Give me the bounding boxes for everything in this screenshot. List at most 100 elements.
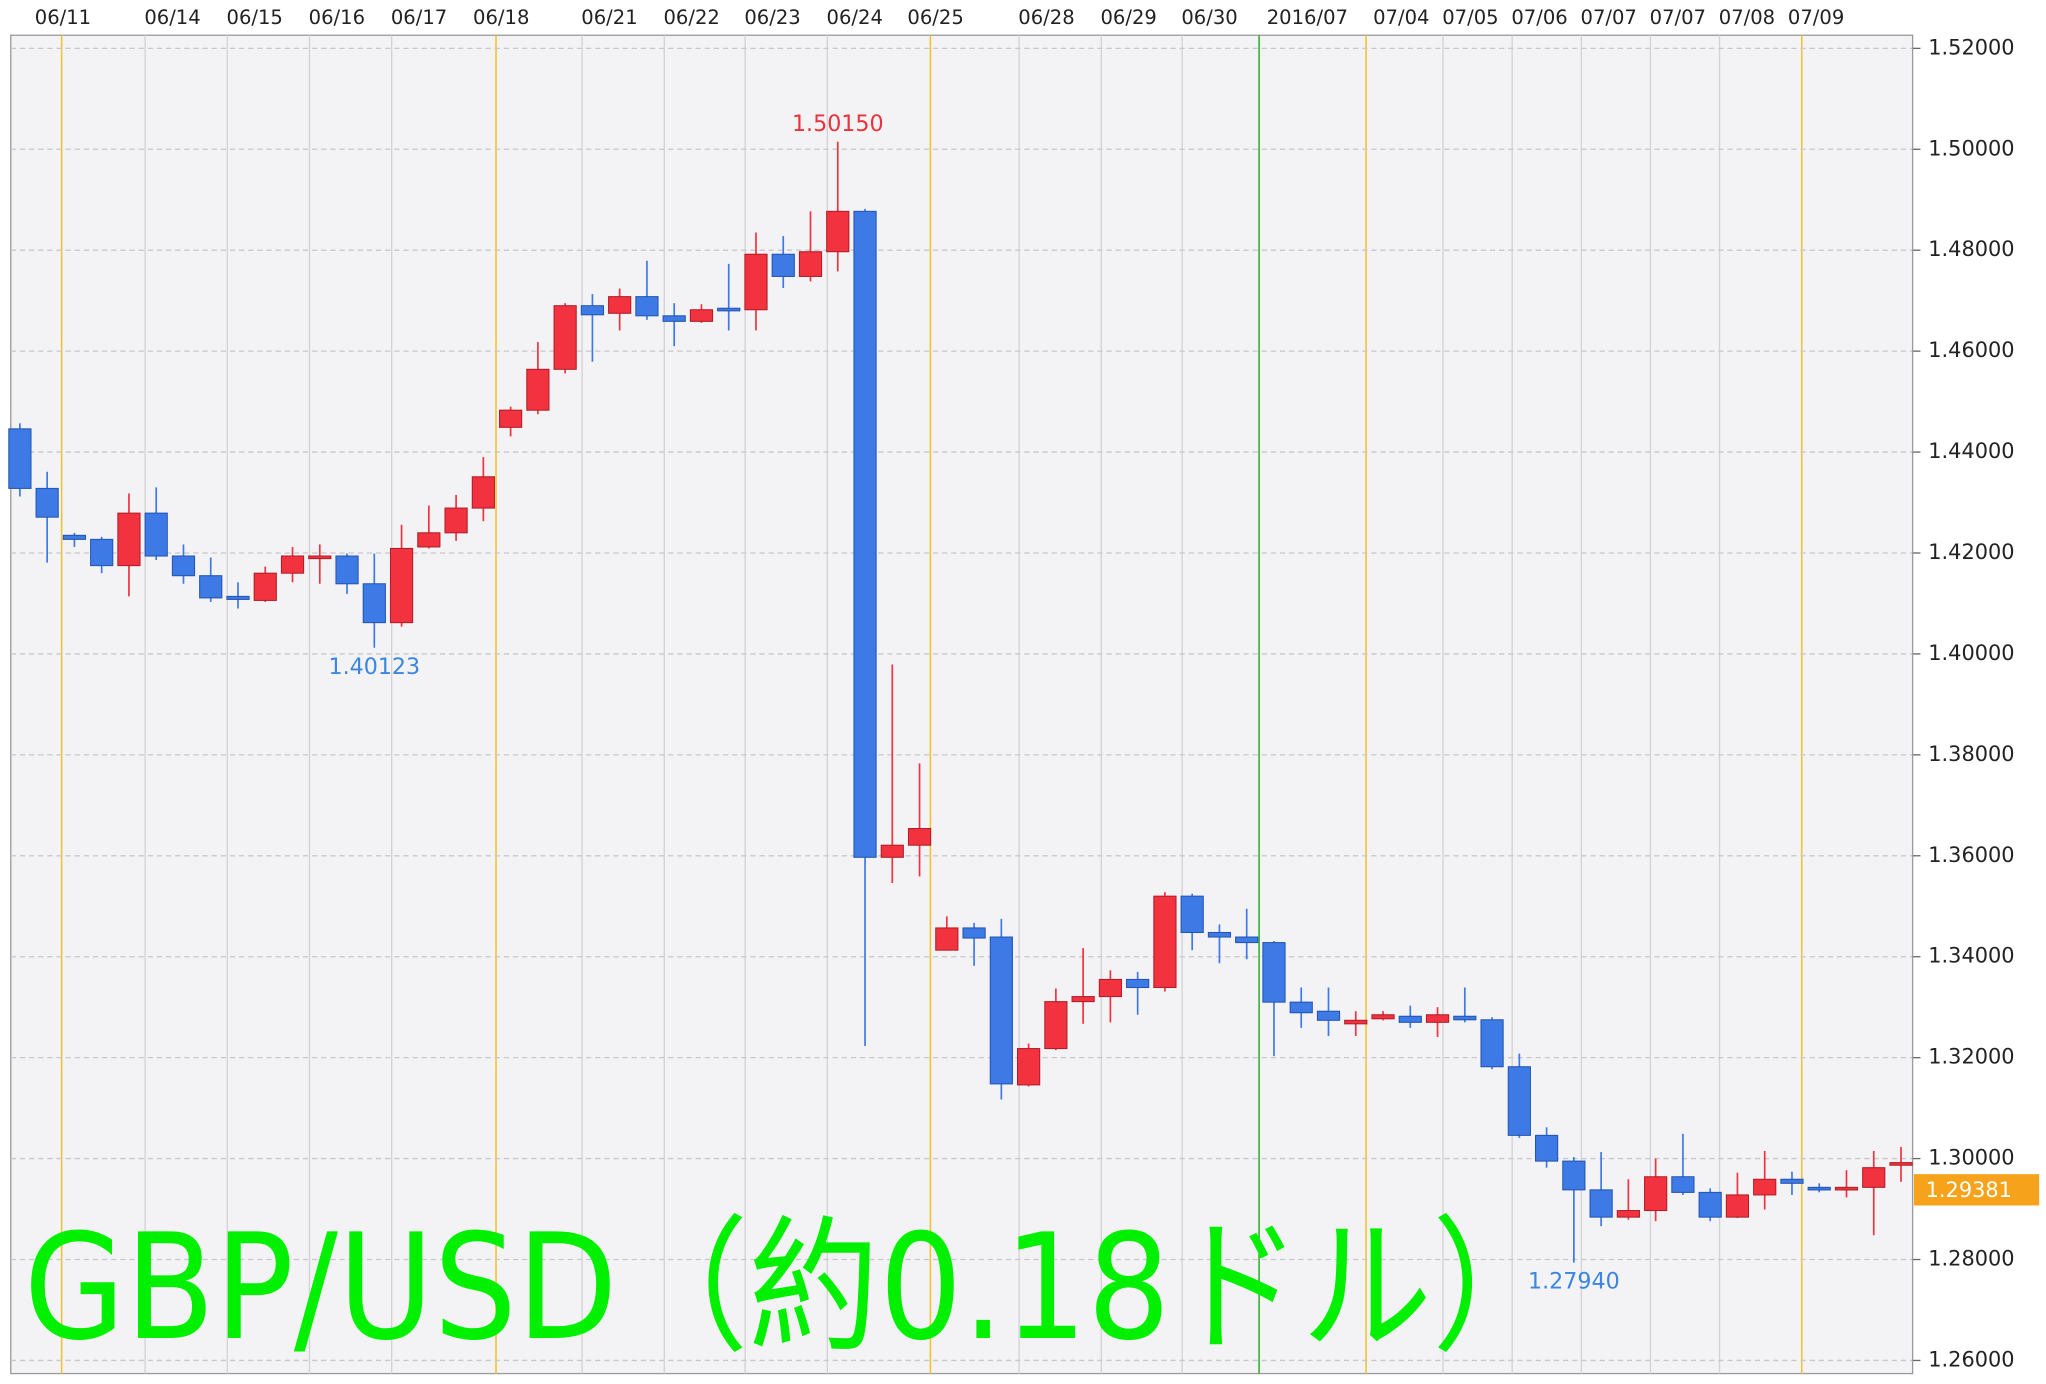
candle-body [744,253,768,311]
extreme-label: 1.50150 [792,111,884,137]
x-tick-label: 07/04 [1373,6,1429,29]
candle-body [962,927,986,939]
candle-body [1753,1178,1777,1196]
x-tick-label: 06/28 [1018,6,1074,29]
x-tick-label: 2016/07 [1267,6,1348,29]
candle-body [1671,1176,1695,1193]
candle-body [335,555,359,585]
candle-body [1016,1048,1041,1086]
candle-body [1644,1176,1668,1212]
x-tick-label: 06/16 [309,6,365,29]
candle-body [717,307,741,312]
candle-body [62,534,87,540]
y-tick-label: 1.48000 [1928,237,2014,261]
y-tick-label: 1.44000 [1928,439,2014,463]
candle-body [499,409,523,428]
candle-body [907,828,932,846]
y-tick-label: 1.40000 [1928,641,2014,665]
x-tick-label: 06/14 [144,6,200,29]
x-tick-label: 06/18 [473,6,529,29]
grid [10,47,1921,1362]
candle-body [880,844,904,858]
y-tick-label: 1.50000 [1928,136,2014,160]
candle-body [1780,1178,1804,1184]
candle-body [1153,895,1177,989]
candle-body [935,927,959,951]
candle-body [853,210,877,858]
candle-body [1507,1066,1531,1136]
x-tick-label: 07/07 [1650,6,1706,29]
x-tick-label: 06/11 [35,6,91,29]
candle-body [1098,978,1123,998]
candle-body [417,532,441,548]
candle-body [1889,1162,1913,1166]
candle-body [1807,1186,1831,1191]
x-tick-label: 06/29 [1100,6,1156,29]
candle-body [280,555,305,574]
candle-body [1126,978,1150,989]
candle-body [1289,1001,1313,1014]
candle-body [144,512,168,557]
candle-body [471,476,495,509]
extreme-label: 1.27940 [1528,1269,1620,1295]
y-tick-label: 1.52000 [1928,35,2014,59]
labels: 06/11 06/14 06/15 06/16 06/17 06/18 06/21 06/22… [35,6,2040,1371]
x-tick-label: 06/15 [227,6,283,29]
candle-body [1589,1189,1613,1218]
candle-body [8,428,32,489]
y-tick-label: 1.46000 [1928,338,2014,362]
x-tick-label: 06/23 [744,6,800,29]
candle-body [171,555,196,577]
last-price-box [1913,1174,2040,1206]
candle-body [1534,1134,1559,1162]
extreme-label: 1.40123 [328,654,420,680]
candle-body [1453,1015,1477,1021]
candle-body [1480,1019,1504,1068]
candle-body [608,296,632,314]
candle-body [1862,1167,1886,1188]
candle-body [199,575,223,599]
y-tick-label: 1.34000 [1928,944,2014,968]
candle-body [1344,1019,1368,1025]
x-tick-label: 07/09 [1788,6,1844,29]
candle-body [798,251,823,277]
y-tick-label: 1.32000 [1928,1045,2014,1069]
candle-body [1044,1001,1068,1050]
y-tick-label: 1.36000 [1928,843,2014,867]
candles [8,141,1913,1263]
candle-body [553,305,577,370]
last-price-label: 1.29381 [1926,1178,2012,1202]
candle-body [1834,1186,1859,1191]
x-tick-label: 07/07 [1581,6,1637,29]
x-tick-label: 06/25 [907,6,963,29]
y-tick-label: 1.30000 [1928,1146,2014,1170]
candle-body [35,487,59,518]
candle-body [1235,936,1259,944]
overlay-text: GBP/USD（約0.18ドル） [24,1203,1563,1373]
candle-body [526,368,550,411]
x-tick-label: 06/24 [827,6,883,29]
candle-body [1071,996,1095,1003]
y-tick-label: 1.38000 [1928,742,2014,766]
candle-body [253,572,277,601]
candle-body [362,583,386,624]
x-tick-label: 07/08 [1719,6,1775,29]
candle-body [771,253,795,277]
day-lines [60,35,1803,1374]
y-tick-label: 1.42000 [1928,540,2014,564]
candle-body [90,538,114,567]
candle-body [662,315,686,322]
candle-body [1316,1010,1341,1021]
x-tick-label: 06/21 [581,6,637,29]
candle-body [826,210,850,253]
candle-body [635,296,659,317]
candle-body [1425,1014,1450,1023]
x-tick-label: 06/17 [391,6,447,29]
candle-body [117,512,141,567]
candle-body [689,309,714,322]
y-tick-label: 1.26000 [1928,1347,2014,1371]
candle-body [1207,931,1232,938]
candle-body [989,936,1013,1085]
